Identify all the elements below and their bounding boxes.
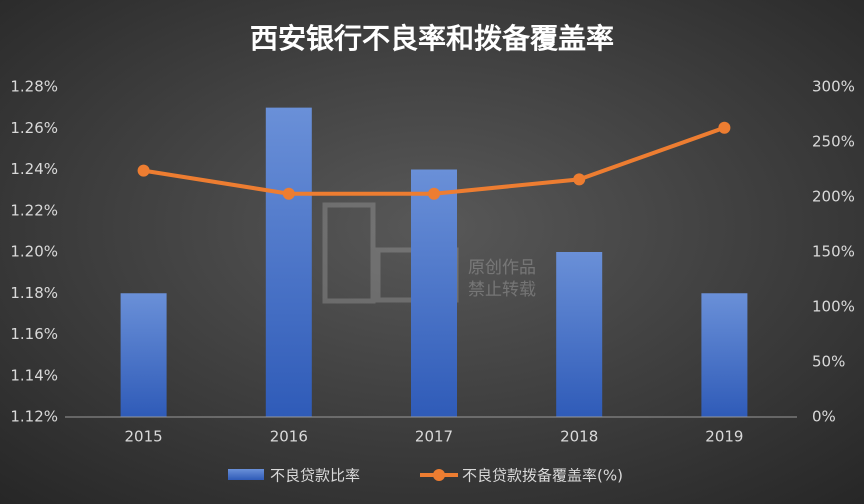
- y2-tick-label: 300%: [812, 78, 855, 96]
- line-marker: [573, 173, 586, 186]
- bar: [411, 169, 457, 417]
- x-tick-label: 2015: [125, 428, 163, 446]
- y2-tick-label: 250%: [812, 133, 855, 151]
- x-tick-label: 2017: [415, 428, 453, 446]
- line-marker: [282, 187, 295, 200]
- legend-swatch: [228, 469, 264, 480]
- y-tick-label: 1.28%: [10, 78, 58, 96]
- legend-swatch: [433, 469, 445, 481]
- bar: [701, 293, 748, 417]
- legend-label: 不良贷款拨备覆盖率(%): [462, 467, 623, 485]
- bar: [265, 107, 312, 417]
- bar: [120, 293, 167, 417]
- y-tick-label: 1.26%: [10, 119, 58, 137]
- y-tick-label: 1.22%: [10, 201, 58, 219]
- x-tick-label: 2018: [560, 428, 598, 446]
- x-tick-label: 2019: [705, 428, 743, 446]
- x-tick-label: 2016: [270, 428, 308, 446]
- y-tick-label: 1.20%: [10, 243, 58, 261]
- chart-title: 西安银行不良率和拨备覆盖率: [250, 22, 614, 55]
- line-marker: [718, 121, 731, 134]
- y2-tick-label: 200%: [812, 188, 855, 206]
- y2-tick-label: 100%: [812, 298, 855, 316]
- legend-label: 不良贷款比率: [270, 467, 360, 485]
- watermark-text: 禁止转载: [468, 280, 536, 300]
- line-marker: [137, 164, 150, 177]
- y-tick-label: 1.24%: [10, 160, 58, 178]
- line-marker: [428, 187, 440, 200]
- bar: [556, 252, 603, 417]
- watermark-logo: [322, 202, 376, 304]
- y2-tick-label: 50%: [812, 353, 845, 371]
- y-tick-label: 1.18%: [10, 284, 58, 302]
- y2-tick-label: 0%: [812, 408, 836, 426]
- y-tick-label: 1.14%: [10, 366, 58, 384]
- y-tick-label: 1.12%: [10, 408, 58, 426]
- y2-tick-label: 150%: [812, 243, 855, 261]
- watermark-text: 原创作品: [468, 258, 536, 278]
- y-tick-label: 1.16%: [10, 325, 58, 343]
